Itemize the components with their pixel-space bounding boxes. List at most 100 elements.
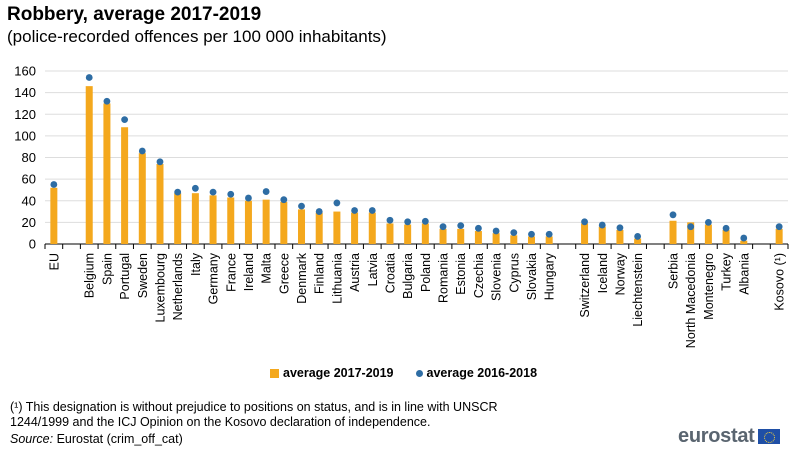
x-tick-label: Slovakia [525, 253, 539, 300]
x-tick-label: Estonia [454, 253, 468, 295]
dot [581, 218, 588, 226]
bar [262, 199, 270, 244]
x-tick-label: Finland [313, 253, 327, 294]
bar [474, 231, 482, 244]
bar [421, 223, 429, 244]
bar [280, 201, 288, 244]
bar [598, 226, 606, 244]
dot [740, 234, 748, 242]
bar [704, 224, 712, 244]
dot [386, 216, 394, 224]
x-tick-label: Lithuania [330, 253, 344, 304]
dot [421, 217, 429, 225]
bar [581, 223, 589, 244]
x-tick-label: Luxembourg [153, 253, 167, 323]
x-tick-label: Bulgaria [401, 253, 415, 299]
x-tick-label: Turkey [720, 252, 734, 290]
y-tick-label: 100 [14, 128, 36, 143]
y-tick-label: 120 [14, 107, 36, 122]
legend: average 2017-2019 average 2016-2018 [270, 366, 537, 380]
bar [85, 86, 93, 244]
y-tick-label: 80 [22, 150, 36, 165]
y-tick-label: 20 [22, 215, 36, 230]
bar [386, 223, 394, 244]
dot [687, 223, 695, 231]
bar [103, 103, 111, 244]
dot [404, 218, 412, 226]
bar [156, 163, 164, 244]
dot [475, 224, 482, 232]
source-label: Source: [10, 432, 54, 446]
footnote: (¹) This designation is without prejudic… [10, 400, 498, 429]
legend-bar-label: average 2017-2019 [283, 366, 394, 380]
y-tick-label: 40 [22, 193, 36, 208]
dot [298, 202, 305, 210]
dot [191, 184, 199, 192]
bar [227, 197, 235, 244]
x-tick-label: Iceland [596, 253, 610, 293]
dot [492, 227, 500, 235]
dot [227, 190, 235, 198]
bar [209, 195, 217, 244]
dot [634, 233, 642, 240]
dot [775, 223, 783, 231]
bar [527, 236, 535, 244]
y-tick-label: 160 [14, 64, 36, 79]
bar [457, 228, 465, 244]
x-tick-label: Kosovo (¹) [773, 253, 787, 311]
dot [174, 188, 182, 196]
dot [103, 97, 111, 105]
dot [722, 224, 730, 232]
legend-dot-swatch [415, 369, 423, 377]
x-tick-label: Slovenia [490, 253, 504, 301]
dot [85, 74, 93, 81]
y-tick-label: 0 [29, 237, 36, 252]
x-tick-label: Montenegro [702, 253, 716, 320]
legend-item-bar: average 2017-2019 [270, 366, 394, 380]
x-tick-label: Poland [419, 253, 433, 292]
dot [368, 207, 376, 214]
bar [722, 229, 730, 244]
robbery-chart: 0 20 40 60 80 100 120 140 160 EU Belgium Spain Portu… [14, 64, 789, 348]
legend-item-dot: average 2016-2018 [415, 366, 538, 380]
x-tick-label: Latvia [366, 253, 380, 286]
y-tick-label: 140 [14, 85, 36, 100]
x-tick-label: Czechia [472, 253, 486, 298]
source-line: Source: Eurostat (crim_off_cat) [10, 432, 183, 447]
x-tick-label: Croatia [383, 253, 397, 293]
bar [121, 127, 129, 244]
dot [138, 147, 146, 155]
bar [404, 224, 412, 244]
x-tick-label: Liechtenstein [631, 253, 645, 327]
bar [634, 238, 642, 244]
bar [687, 222, 695, 244]
x-tick-label: North Macedonia [684, 253, 698, 348]
x-tick-label: Denmark [295, 252, 309, 303]
legend-bar-swatch [270, 368, 279, 378]
bar [138, 153, 146, 244]
dot [598, 221, 606, 229]
chart-subtitle: (police-recorded offences per 100 000 in… [7, 27, 387, 46]
x-tick-label: EU [47, 253, 61, 270]
dot [333, 199, 341, 207]
x-tick-label: Austria [348, 253, 362, 292]
x-tick-label: Germany [207, 252, 221, 304]
bar [351, 212, 359, 244]
bar [439, 228, 447, 244]
dot [528, 230, 535, 238]
bar [775, 228, 783, 244]
x-tick-label: Albania [737, 253, 751, 295]
x-tick-label: Netherlands [171, 253, 185, 320]
chart-title: Robbery, average 2017-2019 [7, 4, 262, 25]
bar [298, 209, 306, 244]
legend-dot-label: average 2016-2018 [426, 366, 538, 380]
x-tick-label: Ireland [242, 253, 256, 291]
dot [616, 224, 624, 232]
logo-text: eurostat [678, 425, 755, 447]
bar [492, 233, 500, 244]
x-tick-label: Norway [613, 252, 627, 295]
x-tick-label: Greece [277, 253, 291, 294]
x-tick-label: Switzerland [578, 253, 592, 318]
bar [315, 212, 323, 244]
source-text: Eurostat (crim_off_cat) [53, 432, 183, 446]
